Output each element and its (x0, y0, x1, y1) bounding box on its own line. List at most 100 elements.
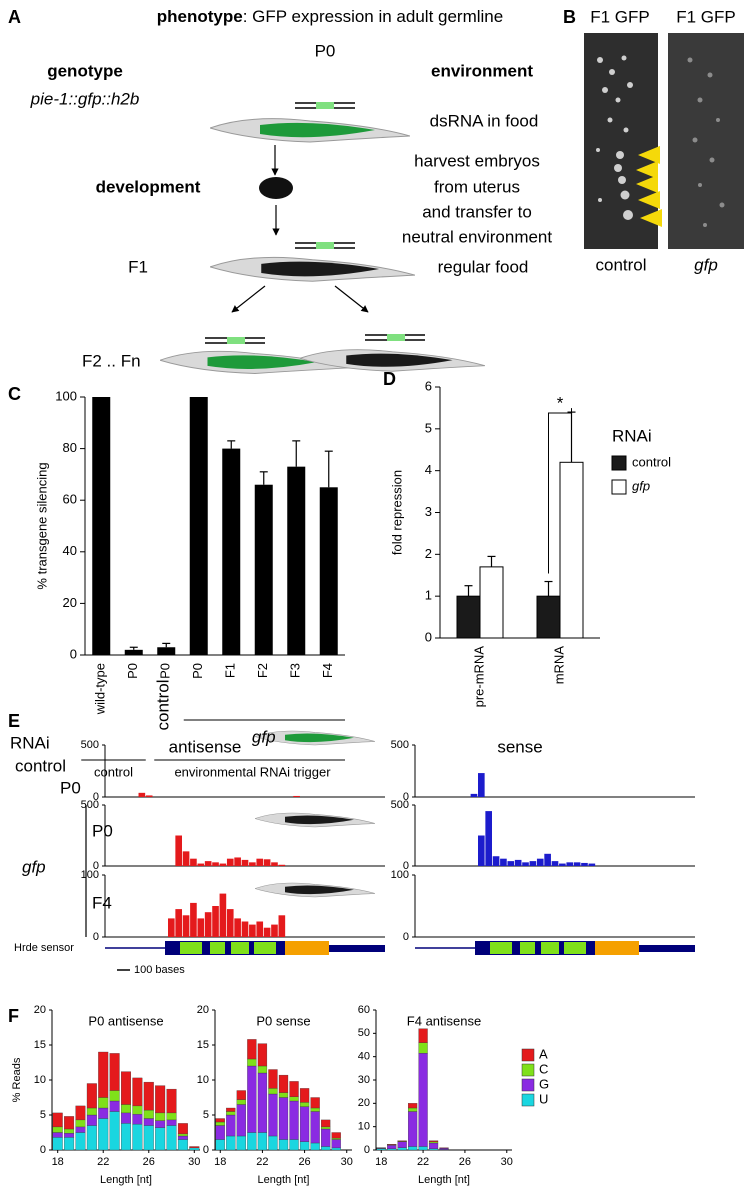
bar-segment (86, 1114, 97, 1126)
bar-segment (75, 1119, 86, 1128)
x-tick-label: wild-type (93, 663, 108, 715)
bar-segment (278, 1074, 289, 1093)
y-tick-label: 6 (425, 378, 432, 393)
coverage-bar (529, 861, 537, 866)
bar-segment (236, 1104, 246, 1137)
error-bar (292, 440, 301, 467)
x-tick-label: F4 (320, 663, 335, 678)
bar-segment (64, 1116, 75, 1130)
bar-segment (52, 1132, 63, 1138)
y-tick-label: 500 (391, 799, 409, 811)
coverage-bar (514, 859, 522, 866)
bar-segment (387, 1144, 397, 1146)
coverage-bar (226, 858, 234, 866)
x-tick-label: 30 (341, 1156, 353, 1168)
bar-segment (310, 1111, 320, 1144)
coverage-bar (138, 792, 146, 797)
worm-black (255, 812, 375, 828)
transgene (365, 334, 425, 341)
coverage-bar (175, 835, 182, 866)
bar-segment (109, 1090, 120, 1102)
bar-segment (64, 1128, 75, 1134)
coverage-bar (190, 902, 197, 937)
y-tick-label: 0 (70, 646, 77, 661)
legend-entry: C (539, 1061, 548, 1076)
bar-segment (86, 1107, 97, 1116)
bar-segment (166, 1125, 177, 1151)
coverage-bar (168, 918, 175, 937)
coverage-bar (219, 893, 227, 937)
bar (222, 448, 241, 655)
coverage-bar (581, 862, 588, 866)
bar-segment (98, 1097, 109, 1109)
bar-segment (236, 1135, 246, 1151)
bar-segment (247, 1039, 257, 1060)
bar-segment (247, 1065, 257, 1133)
coverage-bar (485, 811, 492, 866)
bar (157, 647, 176, 655)
error-bar (324, 450, 333, 488)
x-tick-label: 30 (501, 1156, 513, 1168)
bar-segment (143, 1109, 154, 1119)
x-axis-label: Length [nt] (100, 1174, 152, 1186)
coverage-bar (249, 862, 256, 866)
bar-segment (226, 1111, 236, 1116)
coverage-bar (241, 859, 249, 866)
bar-segment (257, 1132, 268, 1151)
bar (536, 595, 561, 639)
bar-segment (321, 1126, 331, 1130)
bar (189, 397, 208, 655)
y-tick-label: 0 (40, 1144, 46, 1156)
coverage-bar (145, 795, 153, 797)
bar-segment (408, 1103, 418, 1109)
bar-segment (418, 1042, 428, 1054)
generation-label: P0 (315, 41, 336, 60)
bar-segment (177, 1123, 188, 1135)
coverage-bar (182, 851, 190, 866)
environment-step: from uterus (434, 177, 520, 196)
coverage-bar (522, 862, 529, 866)
bar-segment (189, 1147, 200, 1151)
bar-segment (236, 1090, 246, 1100)
coverage-bar (271, 862, 278, 866)
bar-segment (121, 1112, 131, 1124)
x-axis-label: Length [nt] (418, 1174, 470, 1186)
phenotype-word: phenotype (157, 7, 243, 26)
bar-segment (132, 1105, 143, 1115)
bar-segment (397, 1140, 407, 1142)
row-label: control (15, 756, 66, 775)
bar-segment (109, 1100, 120, 1112)
bar (456, 595, 481, 639)
x-tick-label: F1 (223, 663, 238, 678)
genotype-name: pie-1::gfp::h2b (30, 89, 140, 108)
legend-swatch (521, 1078, 535, 1092)
bar-segment (331, 1147, 341, 1151)
transgene (295, 102, 355, 109)
bar-segment (428, 1140, 439, 1142)
y-tick-label: 500 (81, 799, 99, 811)
y-tick-label: 60 (63, 492, 77, 507)
coverage-bar (470, 793, 478, 797)
x-tick-label: P0 (158, 663, 173, 679)
environment-label: environment (431, 61, 533, 80)
y-tick-label: 10 (34, 1074, 46, 1086)
coverage-bar (256, 858, 264, 866)
coverage-bar (219, 863, 227, 866)
bar-segment (177, 1139, 188, 1151)
y-axis-label: % Reads (11, 1057, 23, 1102)
coverage-bar (492, 856, 500, 866)
transgene (295, 242, 355, 249)
bar-segment (215, 1125, 225, 1140)
environment-step: regular food (438, 257, 529, 276)
panel-label: C (8, 384, 21, 404)
bar-segment (52, 1126, 63, 1133)
y-tick-label: 100 (391, 869, 409, 881)
bar-segment (132, 1077, 143, 1107)
legend-entry: control (632, 454, 671, 469)
y-tick-label: 0 (203, 1144, 209, 1156)
bar-segment (428, 1142, 439, 1149)
coverage-bar (197, 863, 205, 866)
bar-segment (408, 1146, 418, 1151)
phenotype-rest: : GFP expression in adult germline (243, 7, 503, 26)
legend-swatch (521, 1093, 535, 1107)
